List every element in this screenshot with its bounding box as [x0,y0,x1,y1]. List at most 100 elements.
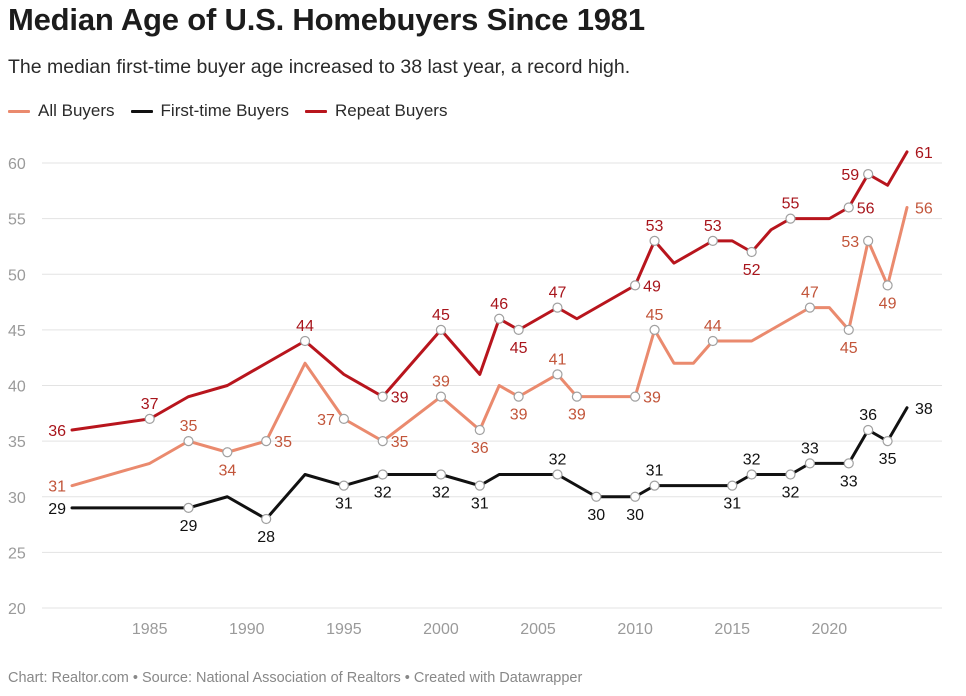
data-label-all-2011: 45 [646,307,664,324]
data-point-repeat-2014 [707,235,718,246]
data-label-all-1995: 37 [317,412,335,429]
data-point-first-2008 [591,491,602,502]
data-point-first-2015 [727,480,738,491]
data-point-first-2019 [804,458,816,469]
data-label-repeat-2014: 53 [704,218,722,235]
data-label-first-2008: 30 [587,507,605,524]
data-point-repeat-2000 [435,324,447,335]
series-all: 31 35 34 35 37 35 39 36 39 41 39 39 45 44 47 45 53 49 56 [48,201,933,496]
data-label-first-2021: 33 [840,473,858,490]
data-point-repeat-2010 [630,280,641,291]
data-label-all-2007: 39 [568,407,586,424]
data-point-first-2000 [435,469,447,480]
data-label-all-1981: 31 [48,479,66,496]
data-point-first-2011 [649,480,660,491]
data-label-all-2004: 39 [510,407,528,424]
legend-swatch-all-buyers [8,109,30,113]
data-point-all-1991 [261,436,272,447]
data-label-repeat-1985: 37 [141,396,159,413]
data-label-first-2023: 35 [879,451,897,468]
data-point-first-2018 [785,469,796,480]
x-tick-label-2010: 2010 [617,621,653,638]
data-point-all-1995 [338,413,349,424]
y-tick-label-20: 20 [8,601,26,618]
data-point-first-2006 [552,469,563,480]
data-label-all-1987: 35 [180,418,198,435]
data-label-all-2023: 49 [879,295,897,312]
data-label-repeat-2022: 59 [841,167,859,184]
data-label-repeat-2004: 45 [510,340,528,357]
data-point-first-2022 [863,424,874,436]
data-point-all-2006 [552,369,563,380]
data-label-first-1997: 32 [374,485,392,502]
data-label-first-2002: 31 [471,496,489,513]
data-label-repeat-2003: 46 [490,296,508,313]
data-point-first-1991 [261,513,272,525]
legend-item-all-buyers: All Buyers [8,101,115,121]
data-point-all-1997 [377,436,388,447]
legend-item-repeat-buyers: Repeat Buyers [305,101,447,121]
y-tick-label-55: 55 [8,212,26,229]
data-label-repeat-2021: 56 [857,201,875,218]
legend: All Buyers First-time Buyers Repeat Buye… [8,101,447,121]
data-point-first-2002 [474,480,485,491]
data-point-first-2021 [843,458,854,469]
data-point-all-2023 [882,280,893,291]
data-point-repeat-2022 [863,169,874,180]
data-label-all-2006: 41 [549,351,567,368]
legend-label-all-buyers: All Buyers [38,101,115,120]
data-label-all-2024: 56 [915,201,933,218]
data-label-repeat-1997: 39 [391,390,409,407]
data-label-all-2021: 45 [840,340,858,357]
data-point-all-2000 [435,391,447,402]
data-label-repeat-2024: 61 [915,145,933,162]
x-tick-label-2015: 2015 [714,621,750,638]
legend-label-repeat-buyers: Repeat Buyers [335,101,448,120]
data-label-all-2002: 36 [471,440,489,457]
legend-swatch-repeat-buyers [305,109,327,113]
data-point-first-1997 [377,469,388,480]
data-label-first-1981: 29 [48,501,66,518]
data-label-repeat-1993: 44 [296,318,314,335]
data-label-all-2019: 47 [801,285,819,302]
data-label-first-2022: 36 [859,407,877,424]
x-tick-label-2005: 2005 [520,621,556,638]
data-point-repeat-1993 [299,335,311,347]
data-point-repeat-2004 [513,324,524,335]
x-tick-label-1995: 1995 [326,621,362,638]
data-point-repeat-1985 [144,413,155,424]
data-label-all-2014: 44 [704,318,722,335]
series-repeat: 36 37 44 39 45 46 45 47 49 53 53 52 55 56 59 61 [48,145,933,440]
data-point-all-2014 [707,335,718,347]
data-label-first-2011: 31 [646,463,664,480]
data-label-repeat-2006: 47 [549,285,567,302]
series-first: 29 29 28 31 32 32 31 32 30 30 31 31 32 32 33 33 36 35 38 [48,401,933,546]
legend-label-first-time-buyers: First-time Buyers [160,101,289,120]
data-label-repeat-2018: 55 [782,196,800,213]
data-point-repeat-2021 [843,202,854,213]
data-point-all-2021 [843,324,854,335]
data-label-first-2024: 38 [915,401,933,418]
data-label-repeat-2016: 52 [743,262,761,279]
data-point-first-2016 [746,469,757,480]
y-tick-label-25: 25 [8,545,26,562]
data-label-all-1991: 35 [274,434,292,451]
data-point-repeat-2018 [785,213,796,224]
legend-item-first-time-buyers: First-time Buyers [130,101,289,121]
data-point-first-1995 [338,480,349,491]
data-label-repeat-2011: 53 [646,218,664,235]
data-point-first-2010 [630,491,641,502]
data-label-first-2015: 31 [723,496,741,513]
data-point-all-2004 [513,391,524,402]
data-label-repeat-2000: 45 [432,307,450,324]
data-point-first-2023 [882,436,893,447]
data-label-all-1989: 34 [218,462,236,479]
chart-subtitle: The median first-time buyer age increase… [8,56,631,78]
data-label-all-1997: 35 [391,434,409,451]
data-label-first-2000: 32 [432,485,450,502]
data-point-all-2010 [630,391,641,402]
series-line-repeat [70,150,909,432]
data-label-all-2010: 39 [643,390,661,407]
data-label-first-1995: 31 [335,496,353,513]
